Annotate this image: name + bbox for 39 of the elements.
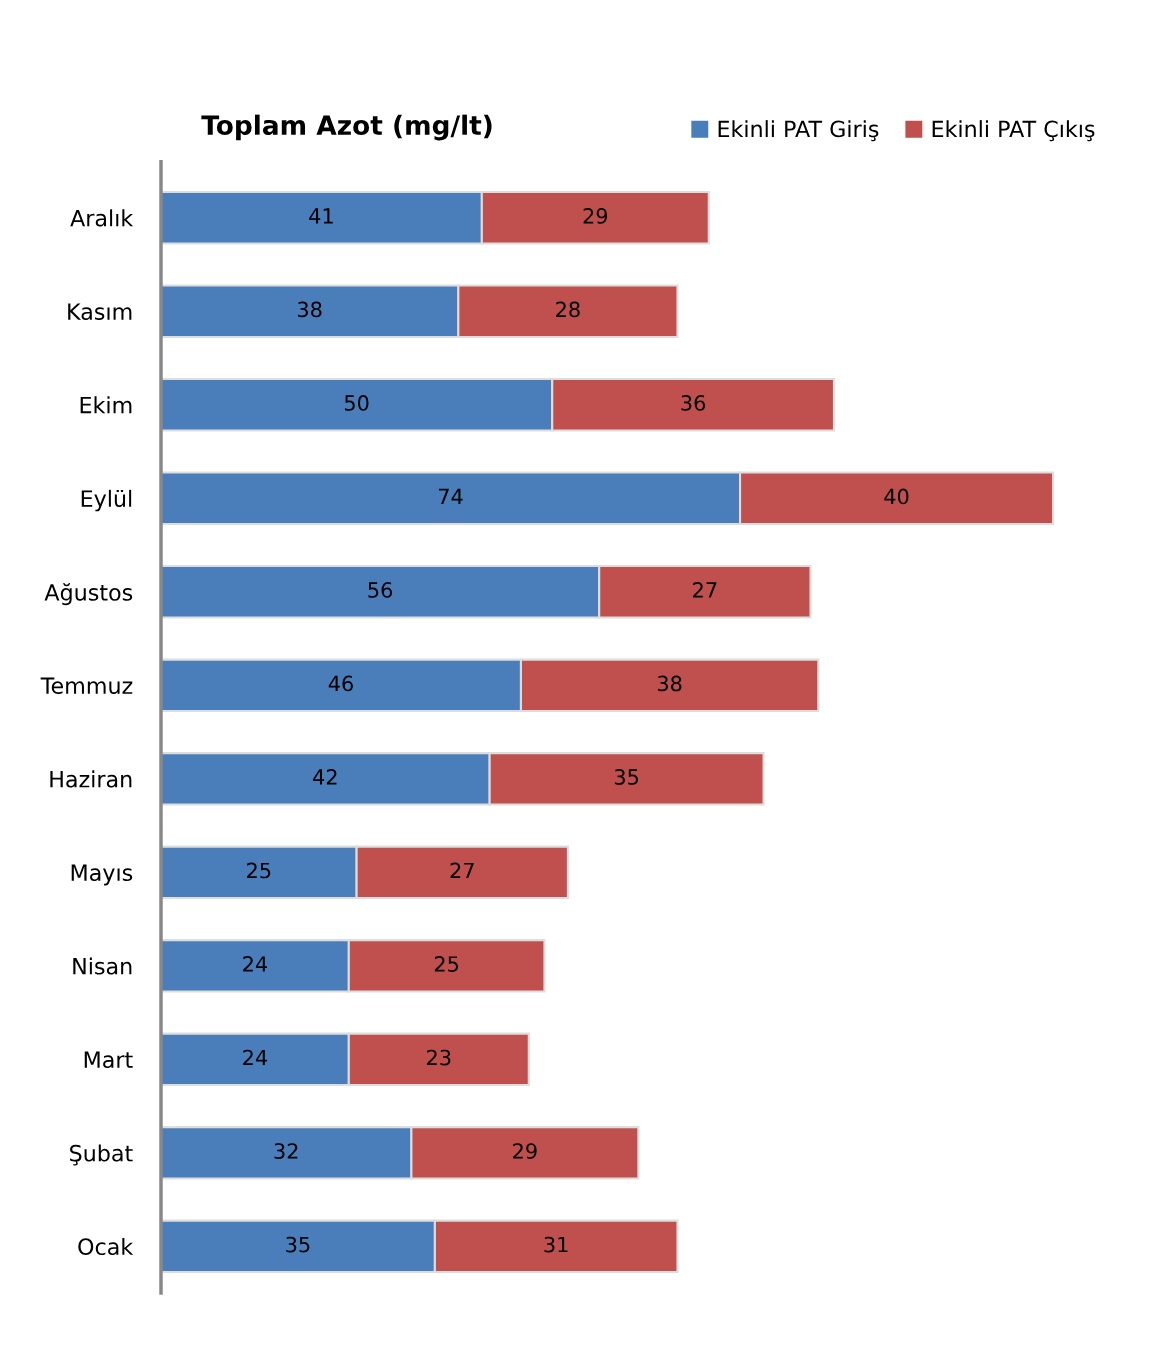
- data-label: 27: [693, 582, 717, 598]
- y-tick-label: Ağustos: [44, 583, 133, 606]
- y-tick-label: Haziran: [50, 770, 132, 788]
- data-label: 38: [298, 301, 322, 318]
- data-label: 24: [243, 956, 267, 972]
- data-label: 32: [274, 1143, 298, 1159]
- data-label: 24: [243, 1049, 267, 1066]
- y-tick-label: Nisan: [73, 957, 132, 975]
- data-label: 27: [450, 862, 474, 879]
- legend-label: Ekinli PAT Giriş: [718, 120, 879, 142]
- y-tick-label: Kasım: [68, 303, 132, 321]
- data-label: 41: [309, 208, 333, 224]
- data-label: 25: [247, 862, 271, 879]
- y-tick-label: Ocak: [78, 1237, 134, 1256]
- data-label: 25: [434, 956, 459, 972]
- data-label: 38: [657, 675, 682, 692]
- data-label: 50: [344, 395, 369, 411]
- data-label: 29: [513, 1143, 537, 1159]
- y-tick-label: Ekim: [80, 396, 132, 414]
- legend-label: Ekinli PAT Çıkış: [932, 120, 1095, 142]
- y-tick-label: Eylül: [81, 489, 132, 512]
- data-label: 31: [544, 1236, 568, 1253]
- data-label: 29: [583, 208, 608, 224]
- data-label: 42: [313, 769, 337, 785]
- y-tick-label: Şubat: [70, 1144, 133, 1166]
- chart-title: Toplam Azot (mg/lt): [201, 114, 492, 141]
- data-label: 23: [427, 1049, 451, 1066]
- data-label: 46: [328, 675, 353, 692]
- data-label: 40: [884, 488, 909, 505]
- data-label: 74: [438, 488, 463, 505]
- data-label: 35: [286, 1236, 310, 1253]
- data-label: 36: [681, 395, 706, 411]
- y-tick-label: Mart: [84, 1051, 133, 1069]
- data-label: 56: [368, 582, 393, 598]
- data-label: 28: [556, 301, 580, 318]
- y-tick-label: Aralık: [70, 209, 134, 227]
- data-label: 35: [614, 769, 639, 785]
- y-tick-label: Mayıs: [71, 864, 133, 886]
- y-tick-label: Temmuz: [40, 677, 133, 695]
